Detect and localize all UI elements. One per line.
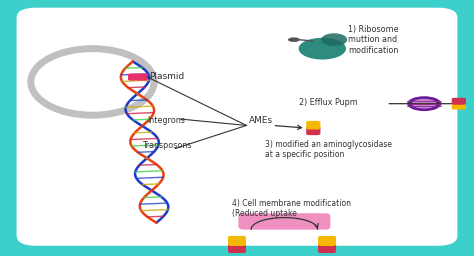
FancyBboxPatch shape (128, 73, 148, 81)
Ellipse shape (412, 99, 437, 109)
FancyBboxPatch shape (238, 213, 330, 230)
FancyBboxPatch shape (318, 236, 336, 246)
FancyBboxPatch shape (17, 8, 457, 246)
Text: 1) Ribosome
muttion and
modification: 1) Ribosome muttion and modification (348, 25, 399, 55)
Ellipse shape (321, 33, 347, 46)
FancyBboxPatch shape (306, 121, 320, 130)
Text: 3) modified an aminoglycosidase
at a specific position: 3) modified an aminoglycosidase at a spe… (265, 140, 392, 159)
FancyBboxPatch shape (452, 98, 466, 105)
FancyBboxPatch shape (228, 243, 246, 253)
Ellipse shape (299, 38, 346, 60)
Text: 2) Efflux Pupm: 2) Efflux Pupm (299, 98, 357, 107)
FancyBboxPatch shape (318, 243, 336, 253)
Text: Integrons: Integrons (147, 116, 185, 125)
Text: AMEs: AMEs (249, 116, 273, 125)
Ellipse shape (407, 96, 441, 111)
FancyBboxPatch shape (306, 126, 320, 135)
FancyBboxPatch shape (452, 103, 466, 110)
Ellipse shape (288, 37, 300, 42)
Text: Plasmid: Plasmid (149, 72, 184, 81)
Text: Transposons: Transposons (142, 142, 191, 151)
FancyBboxPatch shape (228, 236, 246, 246)
Text: 4) Cell membrane modification
(Reduced uptake: 4) Cell membrane modification (Reduced u… (232, 199, 351, 218)
